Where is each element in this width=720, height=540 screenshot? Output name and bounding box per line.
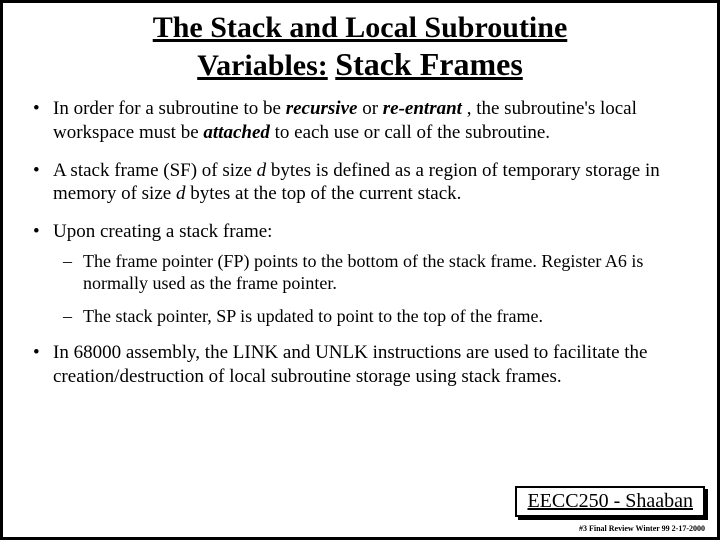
b2-t4: d [176, 183, 186, 204]
bullet-list: In order for a subroutine to be recursiv… [27, 97, 693, 389]
b1-t1: In order for a subroutine to be [53, 98, 286, 119]
bullet-1: In order for a subroutine to be recursiv… [27, 97, 693, 145]
b1-t7: to each use or call of the subroutine. [270, 122, 550, 143]
b2-t5: bytes at the top of the current stack. [185, 183, 461, 204]
title-line-2b: Stack Frames [335, 46, 523, 82]
b1-t3: or [357, 98, 382, 119]
b4-t1: In 68000 assembly, the LINK and UNLK ins… [53, 342, 647, 387]
b3-t1: Upon creating a stack frame: [53, 221, 272, 242]
footer-small: #3 Final Review Winter 99 2-17-2000 [579, 524, 705, 533]
footer-box: EECC250 - Shaaban [515, 486, 705, 517]
slide-title: The Stack and Local Subroutine Variables… [27, 11, 693, 83]
b1-t2: recursive [286, 98, 358, 119]
b2-t1: A stack frame (SF) of size [53, 160, 257, 181]
bullet-3-sub-2: The stack pointer, SP is updated to poin… [53, 305, 693, 328]
bullet-3-sublist: The frame pointer (FP) points to the bot… [53, 250, 693, 328]
bullet-3-sub-1: The frame pointer (FP) points to the bot… [53, 250, 693, 295]
title-line-1: The Stack and Local Subroutine [153, 11, 568, 44]
b1-t4: re-entrant [383, 98, 462, 119]
b2-t2: d [257, 160, 267, 181]
bullet-2: A stack frame (SF) of size d bytes is de… [27, 159, 693, 207]
b1-t6: attached [203, 122, 270, 143]
slide: The Stack and Local Subroutine Variables… [0, 0, 720, 540]
title-line-2a: Variables: [197, 49, 328, 82]
bullet-4: In 68000 assembly, the LINK and UNLK ins… [27, 341, 693, 389]
bullet-3: Upon creating a stack frame: The frame p… [27, 220, 693, 327]
